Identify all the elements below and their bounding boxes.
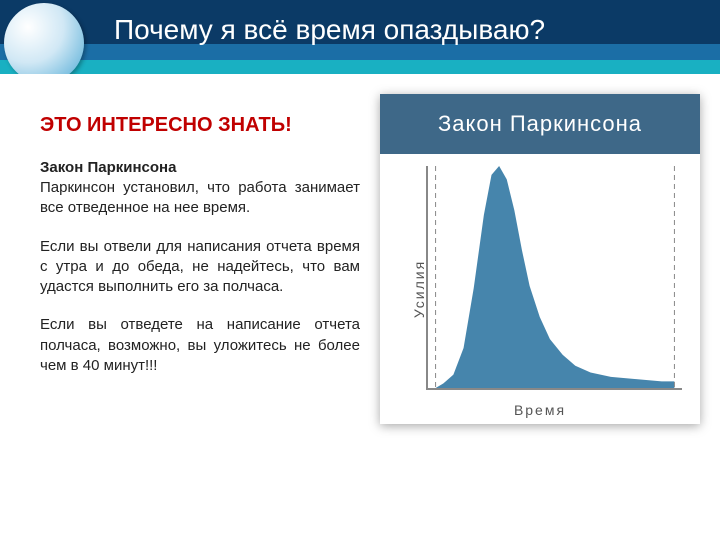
subtitle: ЭТО ИНТЕРЕСНО ЗНАТЬ! — [40, 114, 360, 137]
text-column: ЭТО ИНТЕРЕСНО ЗНАТЬ! Закон Паркинсона Па… — [40, 114, 360, 394]
chart-area-path — [436, 166, 675, 388]
paragraph-3: Если вы отведете на написание отчета пол… — [40, 315, 360, 376]
chart-plot-wrapper: Усилия Время — [380, 154, 700, 424]
chart-plot-area — [426, 166, 682, 390]
parkinson-chart-card: Закон Паркинсона Усилия Время — [380, 94, 700, 424]
slide-header: Почему я всё время опаздываю? — [0, 0, 720, 74]
chart-x-axis-label: Время — [380, 402, 700, 418]
logo-globe-icon — [4, 3, 84, 74]
header-bg-highlight — [0, 60, 720, 74]
slide-body: ЭТО ИНТЕРЕСНО ЗНАТЬ! Закон Паркинсона Па… — [0, 74, 720, 540]
paragraph-2: Если вы отвели для написания отчета врем… — [40, 237, 360, 298]
slide: Почему я всё время опаздываю? ЭТО ИНТЕРЕ… — [0, 0, 720, 540]
law-heading: Закон Паркинсона — [40, 159, 360, 176]
chart-title-band: Закон Паркинсона — [380, 94, 700, 154]
page-title: Почему я всё время опаздываю? — [114, 14, 545, 46]
paragraph-1: Паркинсон установил, что работа занимает… — [40, 178, 360, 219]
chart-title: Закон Паркинсона — [438, 111, 642, 137]
chart-y-axis-label: Усилия — [411, 260, 427, 318]
chart-svg — [428, 166, 682, 388]
